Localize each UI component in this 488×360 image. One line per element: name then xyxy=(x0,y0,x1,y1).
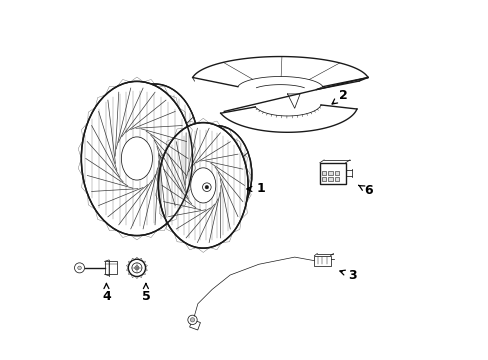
Bar xyxy=(104,261,117,274)
Circle shape xyxy=(190,318,194,322)
Circle shape xyxy=(159,167,165,172)
Circle shape xyxy=(204,185,208,189)
Circle shape xyxy=(169,171,175,177)
Bar xyxy=(314,256,330,266)
Bar xyxy=(328,177,332,181)
Bar xyxy=(328,171,332,175)
Ellipse shape xyxy=(111,84,198,204)
Text: 5: 5 xyxy=(141,284,150,303)
Ellipse shape xyxy=(121,137,152,180)
Circle shape xyxy=(202,183,211,192)
Text: 1: 1 xyxy=(246,183,264,195)
Bar xyxy=(319,163,345,184)
Bar xyxy=(334,177,339,181)
Ellipse shape xyxy=(182,126,251,224)
Polygon shape xyxy=(144,148,196,198)
Text: 3: 3 xyxy=(339,269,356,282)
Circle shape xyxy=(128,259,145,276)
Text: 6: 6 xyxy=(358,184,372,197)
Circle shape xyxy=(78,266,81,270)
Bar xyxy=(189,320,200,330)
Circle shape xyxy=(74,263,84,273)
Bar xyxy=(321,177,325,181)
Ellipse shape xyxy=(190,168,215,203)
Ellipse shape xyxy=(158,123,247,248)
Text: 4: 4 xyxy=(102,284,111,303)
Circle shape xyxy=(132,263,142,273)
Bar xyxy=(321,171,325,175)
Text: 2: 2 xyxy=(331,89,347,104)
Ellipse shape xyxy=(81,81,192,235)
Circle shape xyxy=(187,315,197,324)
Bar xyxy=(334,171,339,175)
Circle shape xyxy=(135,266,139,270)
